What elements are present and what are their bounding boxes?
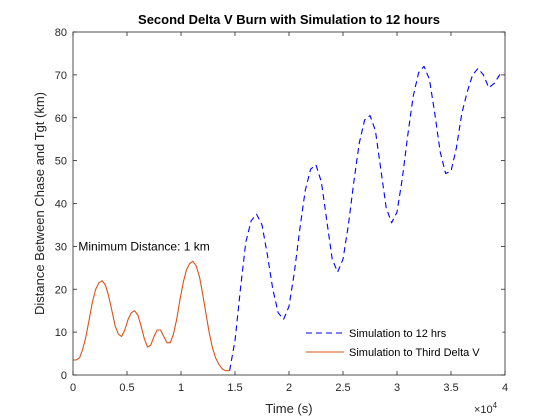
x-tick-label: 1 — [178, 382, 184, 394]
x-axis-exponent: ×104 — [474, 401, 498, 416]
x-tick-label: 2.5 — [335, 382, 350, 394]
x-exponent-base: ×10 — [474, 404, 493, 416]
chart-title: Second Delta V Burn with Simulation to 1… — [138, 12, 440, 27]
y-tick-label: 50 — [55, 156, 67, 168]
legend-box — [299, 320, 503, 366]
y-tick-label: 60 — [55, 113, 67, 125]
y-tick-label: 40 — [55, 199, 67, 211]
x-tick-label: 4 — [502, 382, 508, 394]
legend: Simulation to 12 hrs Simulation to Third… — [299, 320, 503, 366]
x-tick-label: 3.5 — [443, 382, 458, 394]
y-tick-label: 80 — [55, 27, 67, 39]
y-tick-label: 20 — [55, 284, 67, 296]
x-tick-label: 2 — [286, 382, 292, 394]
y-axis-label: Distance Between Chase and Tgt (km) — [32, 92, 47, 315]
x-tick-label: 1.5 — [227, 382, 242, 394]
series-layer — [73, 65, 505, 372]
x-axis-label: Time (s) — [265, 401, 312, 416]
y-tick-label: 70 — [55, 70, 67, 82]
y-tick-label: 30 — [55, 241, 67, 253]
series-line-third-delta-v — [73, 260, 230, 372]
min-distance-annotation: Minimum Distance: 1 km — [78, 239, 209, 253]
series-line-simulation-12hrs — [229, 65, 505, 371]
x-tick-label: 0.5 — [119, 382, 134, 394]
x-tick-label: 3 — [394, 382, 400, 394]
plot-area — [73, 32, 505, 375]
y-tick-label: 0 — [61, 370, 67, 382]
x-tick-label: 0 — [70, 382, 76, 394]
y-tick-label: 10 — [55, 327, 67, 339]
legend-label-simulation-12hrs: Simulation to 12 hrs — [349, 328, 447, 340]
legend-label-third-delta-v: Simulation to Third Delta V — [349, 347, 480, 359]
x-exponent-power: 4 — [493, 401, 498, 410]
